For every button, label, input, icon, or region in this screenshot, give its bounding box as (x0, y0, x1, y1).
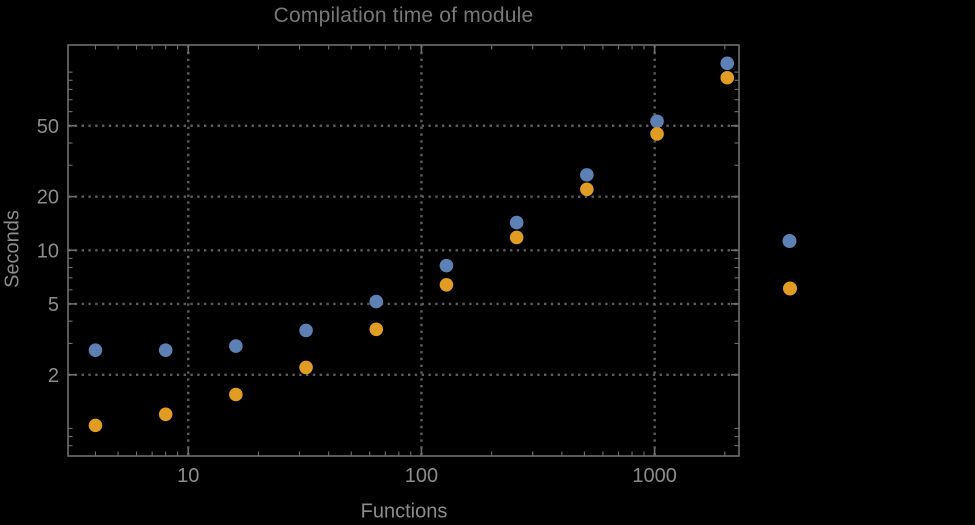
y-tick-label: 20 (37, 187, 59, 209)
data-point-series-blue (158, 343, 173, 357)
chart-title: Compilation time of module (273, 4, 534, 27)
data-point-series-orange (720, 70, 735, 85)
data-point-series-orange (299, 360, 313, 375)
data-point-series-orange (229, 387, 243, 402)
data-point-series-orange (650, 127, 664, 141)
y-tick-label: 5 (48, 294, 59, 316)
data-point-series-blue (229, 339, 243, 353)
data-point-series-orange (509, 230, 524, 245)
x-tick-label: 10 (177, 465, 199, 487)
data-point-series-blue (439, 258, 454, 273)
legend-marker-series-blue (782, 234, 797, 248)
x-tick-label: 100 (405, 465, 438, 487)
x-tick-label: 1000 (632, 465, 677, 487)
data-point-series-blue (650, 114, 664, 129)
data-point-series-blue (299, 323, 313, 338)
data-point-series-orange (88, 418, 103, 433)
data-point-series-orange (439, 277, 454, 292)
x-axis-label: Functions (360, 500, 448, 523)
y-axis-label: Seconds (1, 210, 24, 288)
y-tick-label: 2 (48, 365, 59, 387)
data-point-series-blue (88, 343, 103, 357)
data-point-series-blue (369, 294, 384, 309)
legend-marker-series-orange (783, 281, 797, 296)
y-tick-label: 10 (37, 240, 59, 262)
data-point-series-blue (720, 56, 735, 71)
y-tick-label: 50 (37, 116, 59, 138)
data-point-series-orange (580, 182, 594, 197)
data-point-series-blue (509, 215, 524, 230)
data-point-series-blue (580, 168, 594, 182)
data-point-series-orange (369, 322, 384, 337)
data-point-series-orange (158, 407, 173, 422)
